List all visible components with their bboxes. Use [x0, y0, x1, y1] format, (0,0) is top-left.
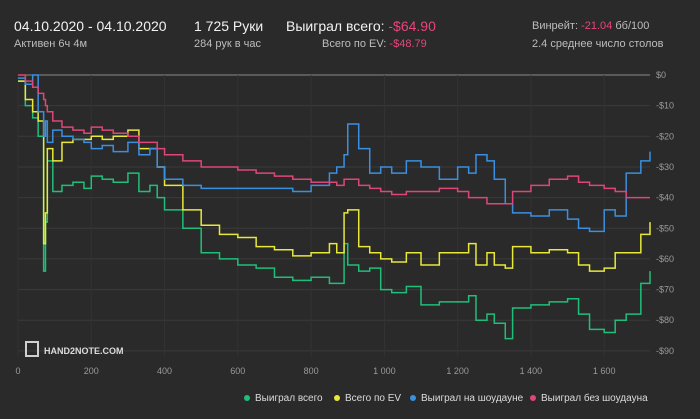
legend-label: Выиграл на шоудауне: [421, 393, 524, 404]
won-label: Выиграл всего:: [286, 18, 385, 34]
x-tick-label: 1 200: [446, 366, 469, 376]
x-tick-label: 0: [15, 366, 20, 376]
x-axis-labels: 0 200 400 600 800 1 000 1 200 1 400 1 600: [15, 366, 615, 376]
y-tick-label: $0: [656, 70, 666, 80]
x-tick-label: 1 600: [593, 366, 616, 376]
x-tick-label: 200: [84, 366, 99, 376]
legend-label: Выиграл без шоудауна: [541, 393, 648, 404]
x-tick-label: 1 000: [373, 366, 396, 376]
y-tick-label: -$20: [656, 131, 674, 141]
hands-rate: 284 рук в час: [194, 38, 262, 50]
y-tick-label: -$90: [656, 346, 674, 356]
y-tick-label: -$10: [656, 101, 674, 111]
series-line: [18, 74, 651, 233]
y-tick-label: -$80: [656, 315, 674, 325]
hands-count: 1 725 Руки: [194, 18, 264, 34]
logo-mark: [25, 341, 39, 357]
winrate-value: -21.04: [581, 20, 613, 32]
legend-item-won[interactable]: Выиграл всего: [244, 393, 323, 404]
x-tick-label: 400: [157, 366, 172, 376]
won-value: -$64.90: [388, 18, 436, 34]
y-tick-label: -$30: [656, 162, 674, 172]
y-tick-label: -$40: [656, 193, 674, 203]
y-axis-labels: $0 -$10 -$20 -$30 -$40 -$50 -$60 -$70 -$80 -$90: [656, 70, 674, 356]
ev-label: Всего по EV:: [322, 38, 387, 50]
y-tick-label: -$60: [656, 254, 674, 264]
legend-dot-pink: [530, 395, 536, 402]
logo-text: HAND2NOTE.COM: [44, 346, 124, 356]
legend-dot-yellow: [334, 395, 340, 402]
line-chart: $0 -$10 -$20 -$30 -$40 -$50 -$60 -$70 -$80 -$90 0…: [15, 70, 674, 376]
series-lines: [18, 74, 651, 340]
legend-item-showdown[interactable]: Выиграл на шоудауне: [410, 393, 523, 404]
ev-total: Всего по EV: -$48.79: [322, 38, 427, 50]
winrate-label: Винрейт:: [532, 20, 579, 32]
grid-lines: [17, 74, 650, 357]
legend-label: Выиграл всего: [255, 393, 323, 404]
ev-value: -$48.79: [389, 38, 427, 50]
y-tick-label: -$50: [656, 223, 674, 233]
date-range: 04.10.2020 - 04.10.2020: [14, 18, 167, 34]
legend-dot-blue: [410, 395, 416, 402]
x-tick-label: 600: [230, 366, 245, 376]
x-tick-label: 1 400: [520, 366, 543, 376]
legend-item-nonshowdown[interactable]: Выиграл без шоудауна: [530, 393, 648, 404]
legend-label: Всего по EV: [345, 393, 402, 404]
series-line: [18, 80, 651, 340]
legend-item-ev[interactable]: Всего по EV: [334, 393, 401, 404]
series-line: [18, 74, 650, 205]
winrate-unit: бб/100: [615, 20, 650, 32]
hand2note-logo: HAND2NOTE.COM: [25, 341, 124, 357]
avg-tables: 2.4 среднее число столов: [532, 38, 664, 50]
legend-dot-green: [244, 395, 250, 402]
winrate: Винрейт: -21.04 бб/100: [532, 20, 649, 32]
x-tick-label: 800: [304, 366, 319, 376]
series-line: [18, 80, 651, 272]
active-time: Активен 6ч 4м: [14, 38, 88, 50]
y-tick-label: -$70: [656, 285, 674, 295]
won-total: Выиграл всего: -$64.90: [286, 18, 436, 34]
